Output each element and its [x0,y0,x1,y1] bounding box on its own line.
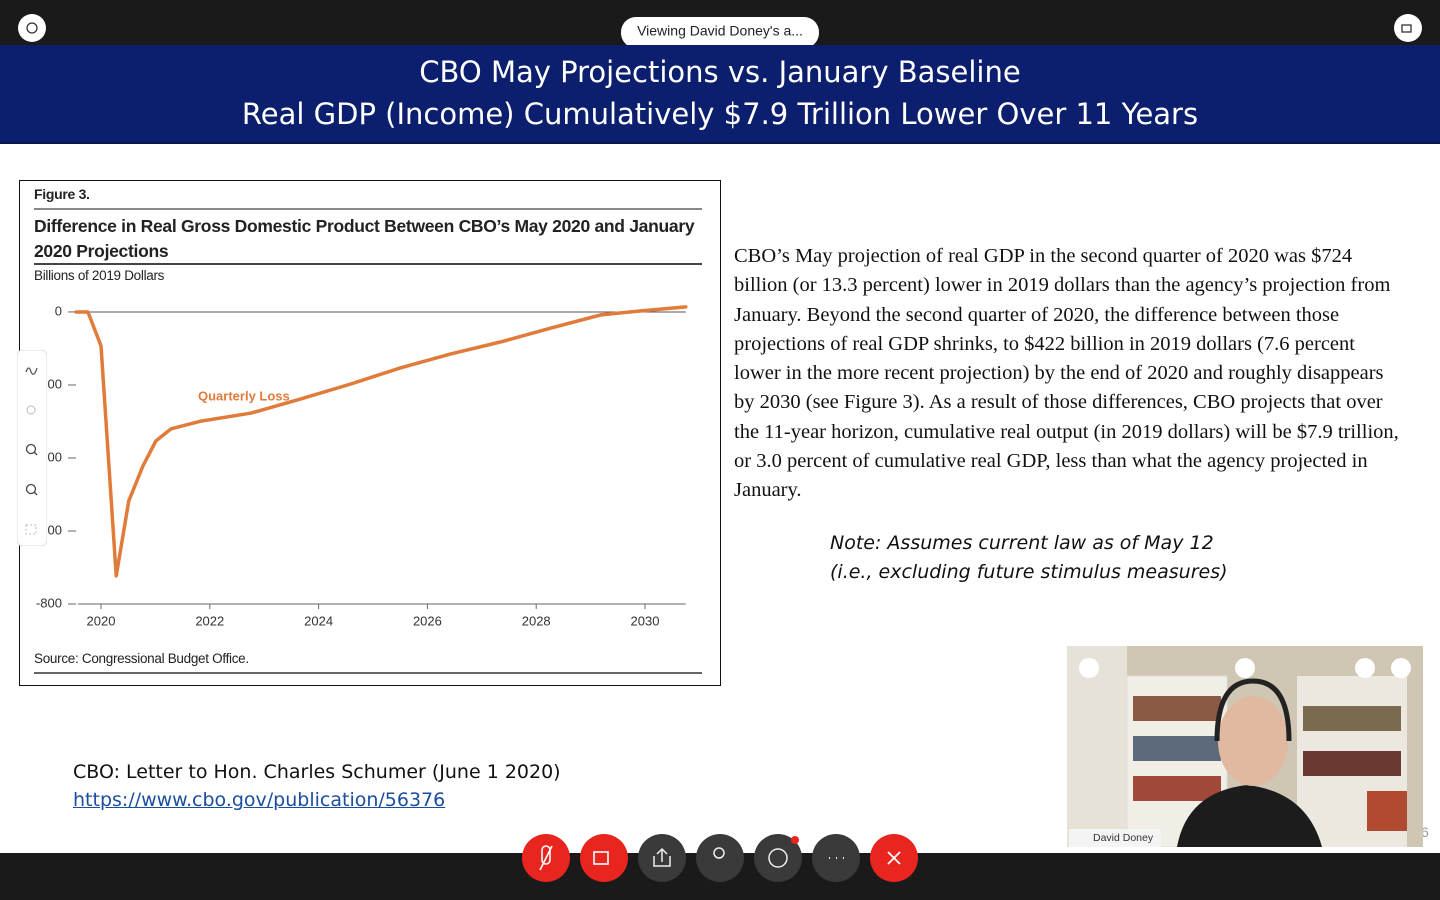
slide-title: CBO May Projections vs. January Baseline [419,55,1021,89]
books [1303,751,1401,776]
expand-button[interactable] [1391,658,1411,678]
line [74,305,688,578]
slide-subtitle: Real GDP (Income) Cumulatively $7.9 Tril… [241,97,1199,131]
books [1133,776,1221,801]
person-head [1218,696,1288,786]
zoom-out-handle [33,491,38,496]
books [1133,696,1221,721]
info-button[interactable] [18,14,46,42]
chat-badge [791,836,799,844]
series-label: Quarterly Loss [198,388,290,403]
x-tick-label: 2030 [631,613,660,628]
y-tick-label: 0 [55,303,62,318]
collapse-button[interactable] [1079,658,1099,678]
x-tick-label: 2026 [413,613,442,628]
toolbar-bg [17,350,47,546]
books [1367,791,1407,831]
x-tick-label: 2022 [195,613,224,628]
pen-tool[interactable] [25,367,38,375]
citation: CBO: Letter to Hon. Charles Schumer (Jun… [73,761,561,783]
annotation-toolbar [17,350,47,546]
wall [1067,646,1127,847]
chart-title: Difference in Real Gross Domestic Produc… [34,216,695,261]
chat-icon [768,848,788,868]
participant-name: David Doney [1093,832,1154,844]
zoom-in-handle [33,451,38,456]
zoom-out[interactable] [25,483,37,495]
body-text: CBO’s May projection of real GDP in the … [734,245,1399,502]
viewing-pill[interactable] [621,17,819,45]
page-number: 6 [1421,824,1429,840]
rule [34,208,702,210]
books [1303,706,1401,731]
call-controls [522,834,918,882]
chat-button[interactable] [754,834,802,882]
top-icons: Viewing David Doney's a... [18,14,1422,45]
camera-icon [593,851,609,865]
leave-icon [887,851,901,865]
link[interactable]: https://www.cbo.gov/publication/56376 [73,789,446,811]
laser-tool[interactable] [26,405,36,415]
video-button[interactable] [580,834,628,882]
slide-banner: CBO May Projections vs. January Baseline… [0,45,1440,144]
participants-icon [713,847,725,859]
rule [34,672,702,674]
pip-button[interactable] [1355,658,1375,678]
x-tick-label: 2024 [304,613,333,628]
video-tile: David Doney [1067,646,1423,847]
name-tag [1069,829,1161,847]
figure: Figure 3. Difference in Real Gross Domes… [19,180,721,686]
mic-icon [539,845,553,871]
figure-label: Figure 3. [34,186,90,202]
zoom-in[interactable] [25,443,37,455]
rule [34,263,702,265]
viewing-label: Viewing David Doney's a... [637,23,803,39]
window-icon [1401,24,1412,33]
note: (i.e., excluding future stimulus measure… [830,561,1228,583]
info-icon [26,22,38,34]
x-tick-label: 2028 [522,613,551,628]
x-tick-label: 2020 [87,613,116,628]
fit-tool[interactable] [25,524,37,535]
note: Note: Assumes current law as of May 12 [830,532,1214,554]
pin-button[interactable] [1235,658,1255,678]
source: Source: Congressional Budget Office. [34,651,249,666]
books [1133,736,1221,761]
window-button[interactable] [1394,14,1422,42]
headset [1214,678,1292,742]
y-axis-label: Billions of 2019 Dollars [34,268,165,283]
y-tick-label: -800 [36,595,62,610]
share-icon [653,847,671,867]
person-body [1177,785,1322,847]
